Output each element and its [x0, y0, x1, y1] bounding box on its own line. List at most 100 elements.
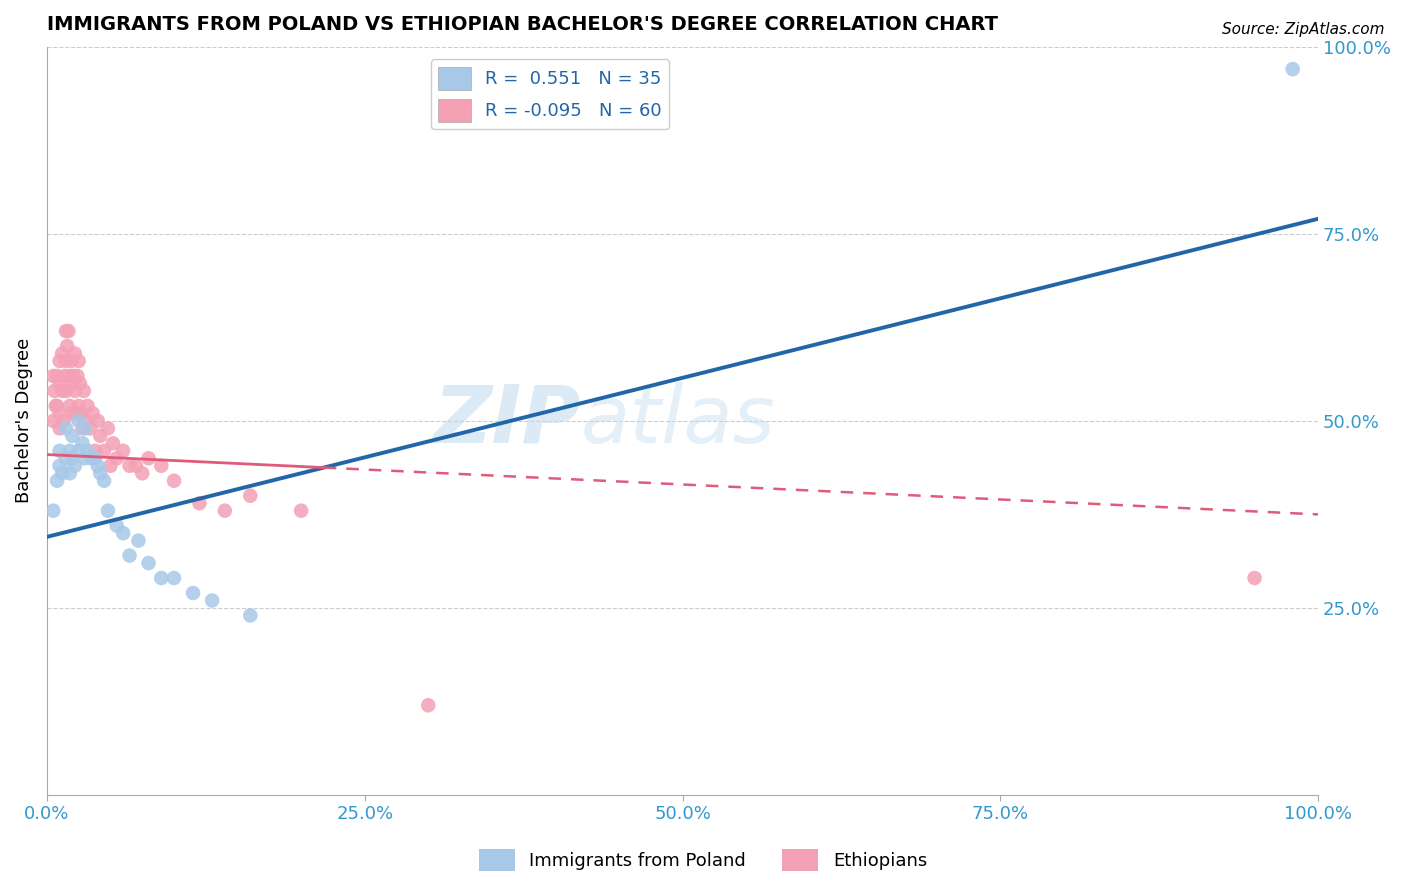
Point — [55, 421, 77, 435]
Point — [51, 467, 73, 481]
Point — [55, 384, 77, 398]
Point — [84, 451, 107, 466]
Point — [51, 346, 73, 360]
Point — [79, 421, 101, 435]
Point — [63, 384, 86, 398]
Point — [73, 421, 96, 435]
Point — [138, 556, 160, 570]
Point — [73, 414, 96, 428]
Point — [45, 399, 67, 413]
Point — [62, 368, 84, 383]
Legend: Immigrants from Poland, Ethiopians: Immigrants from Poland, Ethiopians — [471, 842, 935, 879]
Point — [60, 354, 83, 368]
Point — [87, 458, 110, 473]
Point — [67, 443, 90, 458]
Point — [97, 421, 120, 435]
Point — [188, 496, 211, 510]
Point — [51, 384, 73, 398]
Text: ZIP: ZIP — [433, 382, 581, 460]
Point — [58, 324, 80, 338]
Point — [55, 324, 77, 338]
Point — [67, 399, 90, 413]
Point — [42, 414, 65, 428]
Point — [69, 376, 91, 391]
Legend: R =  0.551   N = 35, R = -0.095   N = 60: R = 0.551 N = 35, R = -0.095 N = 60 — [430, 60, 669, 129]
Text: atlas: atlas — [581, 382, 776, 460]
Point — [138, 451, 160, 466]
Point — [80, 451, 103, 466]
Point — [48, 458, 70, 473]
Point — [418, 698, 440, 713]
Text: IMMIGRANTS FROM POLAND VS ETHIOPIAN BACHELOR'S DEGREE CORRELATION CHART: IMMIGRANTS FROM POLAND VS ETHIOPIAN BACH… — [46, 15, 998, 34]
Point — [201, 593, 224, 607]
Point — [46, 474, 69, 488]
Point — [63, 346, 86, 360]
Point — [67, 354, 90, 368]
Point — [239, 489, 262, 503]
Point — [93, 474, 115, 488]
Point — [60, 429, 83, 443]
Point — [214, 504, 236, 518]
Point — [93, 443, 115, 458]
Point — [1281, 62, 1303, 76]
Point — [163, 474, 186, 488]
Point — [1243, 571, 1265, 585]
Point — [290, 504, 312, 518]
Point — [73, 384, 96, 398]
Point — [48, 406, 70, 420]
Point — [59, 443, 82, 458]
Point — [100, 458, 122, 473]
Point — [112, 526, 135, 541]
Point — [239, 608, 262, 623]
Point — [82, 406, 104, 420]
Point — [67, 414, 90, 428]
Point — [48, 376, 70, 391]
Point — [150, 458, 173, 473]
Point — [48, 421, 70, 435]
Point — [59, 467, 82, 481]
Point — [59, 399, 82, 413]
Point — [112, 443, 135, 458]
Point — [46, 399, 69, 413]
Point — [70, 406, 93, 420]
Point — [46, 368, 69, 383]
Point — [53, 368, 76, 383]
Point — [101, 436, 124, 450]
Point — [66, 368, 89, 383]
Point — [65, 406, 87, 420]
Point — [163, 571, 186, 585]
Point — [181, 586, 204, 600]
Point — [73, 451, 96, 466]
Point — [97, 504, 120, 518]
Text: Source: ZipAtlas.com: Source: ZipAtlas.com — [1222, 22, 1385, 37]
Point — [42, 504, 65, 518]
Point — [60, 376, 83, 391]
Point — [72, 421, 94, 435]
Point — [63, 458, 86, 473]
Point — [48, 354, 70, 368]
Point — [105, 518, 128, 533]
Point — [87, 414, 110, 428]
Point — [72, 436, 94, 450]
Point — [118, 458, 141, 473]
Point — [84, 443, 107, 458]
Point — [118, 549, 141, 563]
Point — [131, 467, 153, 481]
Point — [59, 368, 82, 383]
Point — [56, 339, 79, 353]
Point — [60, 451, 83, 466]
Point — [42, 368, 65, 383]
Point — [55, 354, 77, 368]
Point — [127, 533, 149, 548]
Point — [60, 406, 83, 420]
Point — [89, 467, 111, 481]
Point — [55, 451, 77, 466]
Point — [76, 399, 98, 413]
Point — [44, 384, 66, 398]
Point — [48, 443, 70, 458]
Point — [125, 458, 148, 473]
Point — [52, 414, 75, 428]
Point — [105, 451, 128, 466]
Point — [76, 443, 98, 458]
Y-axis label: Bachelor's Degree: Bachelor's Degree — [15, 338, 32, 503]
